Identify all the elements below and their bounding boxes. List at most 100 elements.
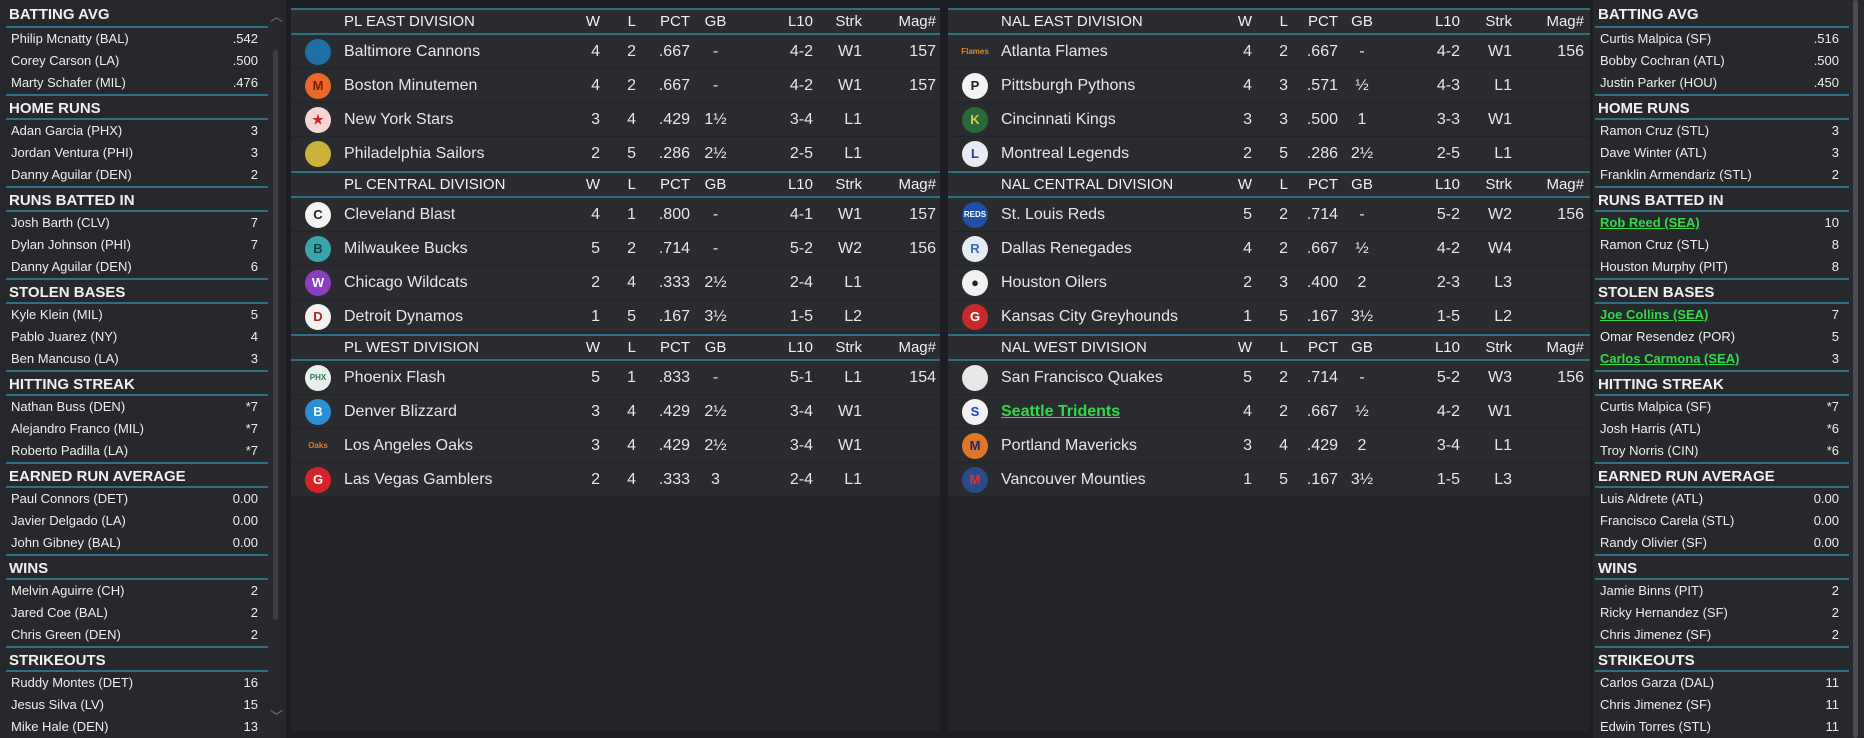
player-name-link[interactable]: Marty Schafer (MIL) bbox=[11, 75, 126, 90]
column-header-gb[interactable]: GB bbox=[1351, 13, 1373, 30]
player-name-link[interactable]: Rob Reed (SEA) bbox=[1600, 215, 1700, 230]
scrollbar-thumb[interactable] bbox=[1853, 0, 1858, 738]
column-header-gb[interactable]: GB bbox=[1351, 176, 1373, 193]
column-header-gb[interactable]: GB bbox=[704, 176, 727, 193]
player-name-link[interactable]: Adan Garcia (PHX) bbox=[11, 123, 123, 138]
team-row[interactable]: B Milwaukee Bucks 5 2 .714 - 5-2 W2 156 bbox=[291, 232, 940, 266]
column-header-pct[interactable]: PCT bbox=[1308, 13, 1338, 30]
team-row[interactable]: W Chicago Wildcats 2 4 .333 2½ 2-4 L1 bbox=[291, 266, 940, 300]
player-name-link[interactable]: Jordan Ventura (PHI) bbox=[11, 145, 134, 160]
player-name-link[interactable]: Carlos Garza (DAL) bbox=[1600, 675, 1715, 690]
player-name-link[interactable]: Corey Carson (LA) bbox=[11, 53, 120, 68]
player-name-link[interactable]: Chris Jimenez (SF) bbox=[1600, 697, 1712, 712]
player-name-link[interactable]: Curtis Malpica (SF) bbox=[1600, 399, 1712, 414]
scrollbar[interactable]: ︿ ﹀ bbox=[268, 0, 284, 738]
team-name-link[interactable]: Pittsburgh Pythons bbox=[1001, 76, 1136, 94]
player-name-link[interactable]: Mike Hale (DEN) bbox=[11, 719, 109, 734]
player-name-link[interactable]: Danny Aguilar (DEN) bbox=[11, 259, 132, 274]
player-name-link[interactable]: Franklin Armendariz (STL) bbox=[1600, 167, 1752, 182]
team-row[interactable]: ● Houston Oilers 2 3 .400 2 2-3 L3 bbox=[948, 266, 1590, 300]
team-name-link[interactable]: San Francisco Quakes bbox=[1001, 368, 1163, 386]
player-name-link[interactable]: Dylan Johnson (PHI) bbox=[11, 237, 131, 252]
player-name-link[interactable]: Edwin Torres (STL) bbox=[1600, 719, 1712, 734]
player-name-link[interactable]: Houston Murphy (PIT) bbox=[1600, 259, 1728, 274]
player-name-link[interactable]: Jared Coe (BAL) bbox=[11, 605, 108, 620]
scroll-up-icon[interactable]: ︿ bbox=[270, 9, 284, 24]
player-name-link[interactable]: Nathan Buss (DEN) bbox=[11, 399, 126, 414]
column-header-l[interactable]: L bbox=[627, 13, 636, 30]
player-name-link[interactable]: Javier Delgado (LA) bbox=[11, 513, 126, 528]
column-header-w[interactable]: W bbox=[1237, 13, 1252, 30]
column-header-l10[interactable]: L10 bbox=[787, 176, 813, 193]
column-header-strk[interactable]: Strk bbox=[835, 339, 862, 356]
team-name-link[interactable]: Cleveland Blast bbox=[344, 205, 456, 223]
column-header-pct[interactable]: PCT bbox=[1308, 339, 1338, 356]
team-row[interactable]: G Kansas City Greyhounds 1 5 .167 3½ 1-5… bbox=[948, 300, 1590, 334]
column-header-mag[interactable]: Mag# bbox=[898, 13, 936, 30]
team-row[interactable]: M Vancouver Mounties 1 5 .167 3½ 1-5 L3 bbox=[948, 463, 1590, 497]
team-row[interactable]: D Detroit Dynamos 1 5 .167 3½ 1-5 L2 bbox=[291, 300, 940, 334]
column-header-l10[interactable]: L10 bbox=[1434, 13, 1460, 30]
column-header-w[interactable]: W bbox=[1237, 339, 1252, 356]
team-name-link[interactable]: Denver Blizzard bbox=[344, 402, 457, 420]
player-name-link[interactable]: Ben Mancuso (LA) bbox=[11, 351, 119, 366]
team-row[interactable]: L Montreal Legends 2 5 .286 2½ 2-5 L1 bbox=[948, 137, 1590, 171]
player-name-link[interactable]: Kyle Klein (MIL) bbox=[11, 307, 103, 322]
team-row[interactable]: Flames Atlanta Flames 4 2 .667 - 4-2 W1 … bbox=[948, 35, 1590, 69]
team-row[interactable]: R Dallas Renegades 4 2 .667 ½ 4-2 W4 bbox=[948, 232, 1590, 266]
player-name-link[interactable]: Jamie Binns (PIT) bbox=[1600, 583, 1704, 598]
team-name-link[interactable]: Atlanta Flames bbox=[1001, 42, 1108, 60]
player-name-link[interactable]: Justin Parker (HOU) bbox=[1600, 75, 1718, 90]
team-row[interactable]: C Cleveland Blast 4 1 .800 - 4-1 W1 157 bbox=[291, 198, 940, 232]
player-name-link[interactable]: Josh Barth (CLV) bbox=[11, 215, 110, 230]
player-name-link[interactable]: Paul Connors (DET) bbox=[11, 491, 129, 506]
column-header-strk[interactable]: Strk bbox=[1485, 13, 1512, 30]
team-row[interactable]: G Las Vegas Gamblers 2 4 .333 3 2-4 L1 bbox=[291, 463, 940, 497]
player-name-link[interactable]: Chris Jimenez (SF) bbox=[1600, 627, 1712, 642]
team-name-link[interactable]: Los Angeles Oaks bbox=[344, 436, 473, 454]
team-name-link[interactable]: Vancouver Mounties bbox=[1001, 470, 1146, 488]
team-row[interactable]: K Cincinnati Kings 3 3 .500 1 3-3 W1 bbox=[948, 103, 1590, 137]
column-header-w[interactable]: W bbox=[1237, 176, 1252, 193]
team-row[interactable]: P Pittsburgh Pythons 4 3 .571 ½ 4-3 L1 bbox=[948, 69, 1590, 103]
player-name-link[interactable]: Francisco Carela (STL) bbox=[1600, 513, 1735, 528]
column-header-strk[interactable]: Strk bbox=[1485, 176, 1512, 193]
team-name-link[interactable]: Cincinnati Kings bbox=[1001, 110, 1116, 128]
column-header-gb[interactable]: GB bbox=[704, 13, 727, 30]
team-row[interactable]: Philadelphia Sailors 2 5 .286 2½ 2-5 L1 bbox=[291, 137, 940, 171]
player-name-link[interactable]: Danny Aguilar (DEN) bbox=[11, 167, 132, 182]
team-row[interactable]: B Denver Blizzard 3 4 .429 2½ 3-4 W1 bbox=[291, 395, 940, 429]
team-row[interactable]: ★ New York Stars 3 4 .429 1½ 3-4 L1 bbox=[291, 103, 940, 137]
player-name-link[interactable]: Carlos Carmona (SEA) bbox=[1600, 351, 1740, 366]
player-name-link[interactable]: Pablo Juarez (NY) bbox=[11, 329, 118, 344]
column-header-gb[interactable]: GB bbox=[1351, 339, 1373, 356]
scrollbar-thumb[interactable] bbox=[273, 50, 278, 620]
player-name-link[interactable]: John Gibney (BAL) bbox=[11, 535, 121, 550]
player-name-link[interactable]: Ramon Cruz (STL) bbox=[1600, 123, 1710, 138]
team-name-link[interactable]: Houston Oilers bbox=[1001, 273, 1107, 291]
column-header-mag[interactable]: Mag# bbox=[1546, 13, 1584, 30]
team-name-link[interactable]: Phoenix Flash bbox=[344, 368, 446, 386]
player-name-link[interactable]: Bobby Cochran (ATL) bbox=[1600, 53, 1725, 68]
column-header-l[interactable]: L bbox=[627, 176, 636, 193]
player-name-link[interactable]: Luis Aldrete (ATL) bbox=[1600, 491, 1704, 506]
column-header-pct[interactable]: PCT bbox=[660, 339, 690, 356]
team-name-link[interactable]: Montreal Legends bbox=[1001, 144, 1130, 162]
team-row[interactable]: S Seattle Tridents 4 2 .667 ½ 4-2 W1 bbox=[948, 395, 1590, 429]
column-header-strk[interactable]: Strk bbox=[1485, 339, 1512, 356]
team-name-link[interactable]: Detroit Dynamos bbox=[344, 307, 464, 325]
player-name-link[interactable]: Dave Winter (ATL) bbox=[1600, 145, 1707, 160]
column-header-mag[interactable]: Mag# bbox=[1546, 176, 1584, 193]
player-name-link[interactable]: Curtis Malpica (SF) bbox=[1600, 31, 1712, 46]
column-header-mag[interactable]: Mag# bbox=[898, 176, 936, 193]
player-name-link[interactable]: Troy Norris (CIN) bbox=[1600, 443, 1699, 458]
team-name-link[interactable]: Philadelphia Sailors bbox=[344, 144, 485, 162]
player-name-link[interactable]: Ricky Hernandez (SF) bbox=[1600, 605, 1728, 620]
player-name-link[interactable]: Alejandro Franco (MIL) bbox=[11, 421, 144, 436]
player-name-link[interactable]: Ruddy Montes (DET) bbox=[11, 675, 134, 690]
column-header-strk[interactable]: Strk bbox=[835, 13, 862, 30]
player-name-link[interactable]: Chris Green (DEN) bbox=[11, 627, 121, 642]
team-name-link[interactable]: Portland Mavericks bbox=[1001, 436, 1138, 454]
player-name-link[interactable]: Joe Collins (SEA) bbox=[1600, 307, 1709, 322]
team-row[interactable]: Oaks Los Angeles Oaks 3 4 .429 2½ 3-4 W1 bbox=[291, 429, 940, 463]
